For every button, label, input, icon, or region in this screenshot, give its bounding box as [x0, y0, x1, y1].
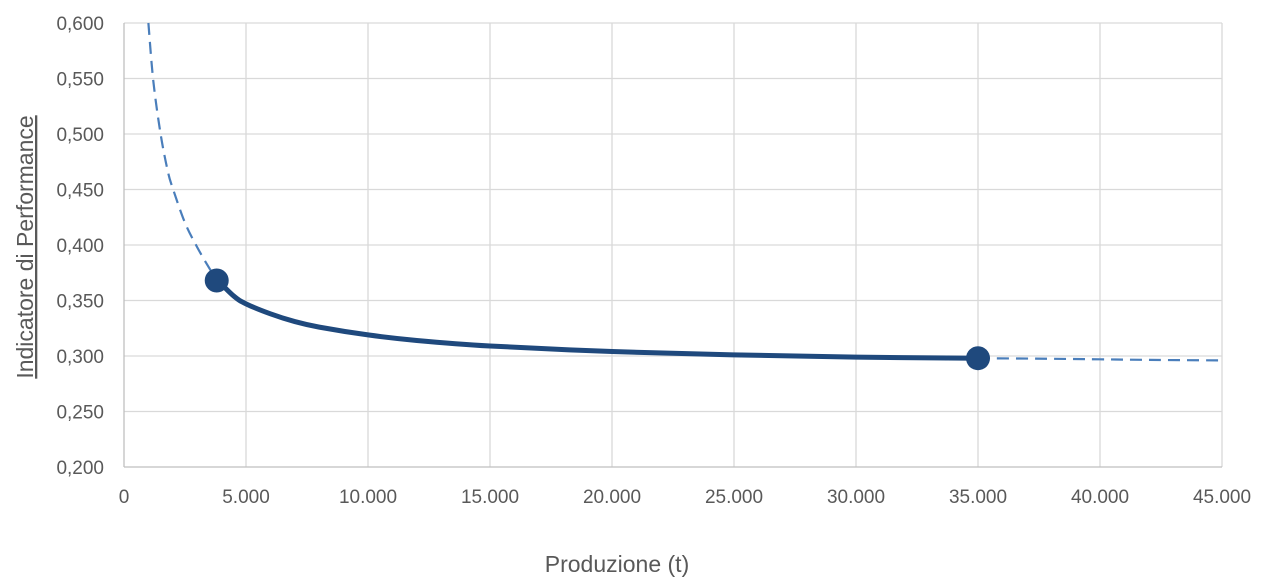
- grid-lines: [124, 22, 1223, 467]
- axes: [123, 23, 1222, 468]
- x-tick-label: 0: [119, 487, 130, 508]
- series-line-solid: [214, 276, 981, 361]
- x-tick-label: 35.000: [949, 487, 1007, 508]
- x-tick-label: 20.000: [583, 487, 641, 508]
- data-point-marker: [966, 346, 990, 371]
- x-tick-label: 45.000: [1193, 487, 1251, 508]
- y-tick-label: 0,350: [56, 292, 104, 313]
- x-tick-label: 40.000: [1071, 487, 1129, 508]
- y-tick-labels: 0,200 0,250 0,300 0,350 0,400 0,450 0,500 0,550…: [56, 14, 104, 479]
- y-tick-label: 0,400: [56, 236, 104, 257]
- x-tick-label: 15.000: [461, 487, 519, 508]
- y-tick-label: 0,300: [56, 347, 104, 368]
- y-tick-label: 0,450: [56, 181, 104, 202]
- x-tick-label: 25.000: [705, 487, 763, 508]
- data-point-marker: [204, 268, 229, 293]
- y-tick-label: 0,550: [56, 70, 104, 91]
- x-tick-label: 10.000: [339, 487, 397, 508]
- series-group: [147, 22, 1223, 362]
- y-axis-title: Indicatore di Performance: [12, 115, 38, 378]
- x-tick-labels: 0 5.000 10.000 15.000 20.000 25.000 30.000 35.0…: [119, 487, 1251, 508]
- series-line-dashed: [147, 22, 218, 281]
- y-tick-label: 0,600: [56, 14, 104, 35]
- y-tick-label: 0,500: [56, 125, 104, 146]
- series-line-dashed: [977, 357, 1223, 362]
- x-axis-title: Produzione (t): [545, 551, 689, 577]
- markers-group: [204, 268, 990, 371]
- x-tick-label: 5.000: [222, 487, 270, 508]
- y-tick-label: 0,200: [56, 458, 104, 479]
- x-tick-label: 30.000: [827, 487, 885, 508]
- y-tick-label: 0,250: [56, 403, 104, 424]
